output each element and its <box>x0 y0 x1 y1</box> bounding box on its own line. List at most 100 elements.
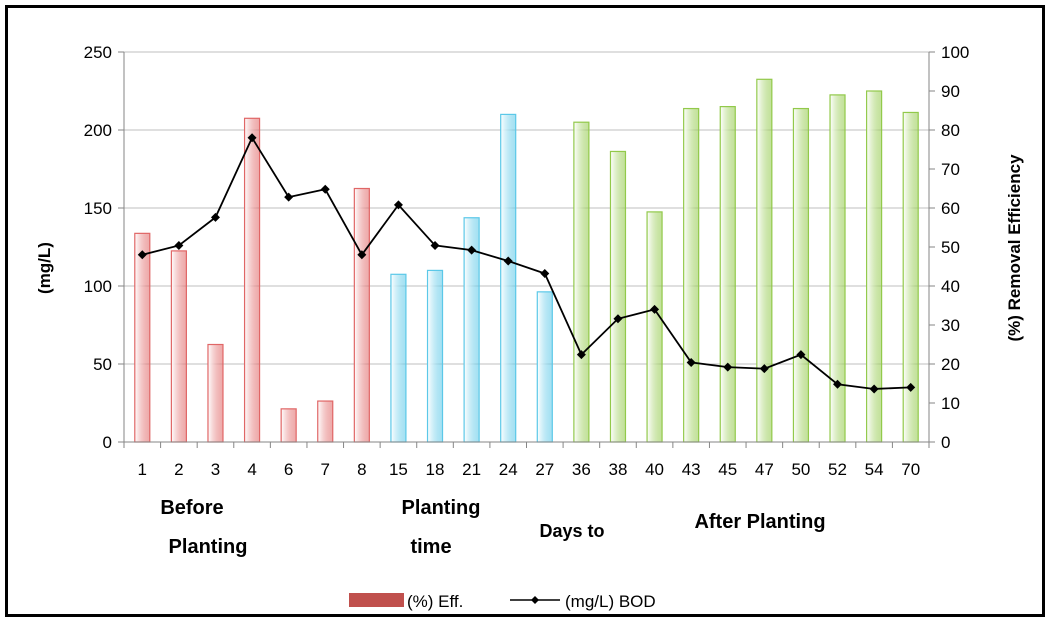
left-axis-ticks: 0 50 100 150 200 250 <box>84 43 124 452</box>
bod-point-70 <box>906 382 916 392</box>
x-tick-label: 54 <box>865 460 884 479</box>
x-tick-label: 52 <box>828 460 847 479</box>
group-label-before-2: Planting <box>169 536 248 558</box>
bod-point-24 <box>503 256 513 266</box>
bod-line-path <box>142 135 911 390</box>
bar-8 <box>353 187 370 443</box>
bar-7 <box>317 400 334 443</box>
right-tick-label: 10 <box>941 394 960 413</box>
x-tick-label: 7 <box>321 460 330 479</box>
bod-point-45 <box>723 362 733 372</box>
bar-38 <box>609 150 627 443</box>
right-tick-label: 30 <box>941 316 960 335</box>
bod-point-52 <box>833 379 843 389</box>
bar-45 <box>719 105 736 443</box>
bar-40 <box>646 211 663 443</box>
x-tick-label: 6 <box>284 460 293 479</box>
bar-27 <box>536 291 553 443</box>
left-tick-label: 100 <box>84 277 112 296</box>
legend: (%) Eff. (mg/L) BOD <box>349 592 656 611</box>
bod-point-3 <box>210 212 220 222</box>
bod-point-40 <box>650 304 660 314</box>
bod-point-43 <box>686 357 696 367</box>
right-tick-label: 70 <box>941 160 960 179</box>
bar-50 <box>792 107 810 443</box>
group-label-after: After Planting <box>694 511 825 533</box>
bod-point-2 <box>174 240 184 250</box>
bar-47 <box>756 78 773 443</box>
group-label-planting-2: time <box>410 536 451 558</box>
bod-point-4 <box>247 133 257 143</box>
x-tick-label: 70 <box>901 460 920 479</box>
left-tick-label: 200 <box>84 121 112 140</box>
bar-3 <box>207 343 224 443</box>
left-tick-label: 150 <box>84 199 112 218</box>
x-tick-label: 2 <box>174 460 183 479</box>
bod-point-7 <box>320 184 330 194</box>
group-label-planting-1: Planting <box>402 497 481 519</box>
right-tick-label: 60 <box>941 199 960 218</box>
bar-2 <box>170 250 187 443</box>
bod-point-50 <box>796 350 806 360</box>
x-tick-label: 4 <box>247 460 256 479</box>
bar-70 <box>902 111 919 443</box>
bod-point-15 <box>393 200 403 210</box>
x-tick-label: 36 <box>572 460 591 479</box>
bod-line-series <box>137 133 916 394</box>
bod-point-36 <box>576 350 586 360</box>
left-axis-title: (mg/L) <box>35 242 54 294</box>
left-tick-label: 0 <box>103 433 112 452</box>
legend-line-marker <box>531 596 539 604</box>
bar-52 <box>829 94 846 443</box>
bod-point-8 <box>357 250 367 260</box>
efficiency-bars <box>134 78 919 443</box>
legend-bar-swatch <box>349 593 404 607</box>
right-tick-label: 40 <box>941 277 960 296</box>
x-tick-label: 45 <box>718 460 737 479</box>
left-tick-label: 50 <box>93 355 112 374</box>
bod-point-27 <box>540 269 550 279</box>
bod-point-47 <box>759 364 769 374</box>
x-tick-label: 8 <box>357 460 366 479</box>
x-tick-label: 18 <box>426 460 445 479</box>
x-tick-label: 38 <box>609 460 628 479</box>
bod-point-21 <box>467 245 477 255</box>
right-axis-ticks: 0 10 20 30 40 50 60 70 80 90 100 <box>929 43 969 452</box>
bar-24 <box>500 113 517 443</box>
x-tick-label: 21 <box>462 460 481 479</box>
right-tick-label: 0 <box>941 433 950 452</box>
right-tick-label: 80 <box>941 121 960 140</box>
x-tick-label: 50 <box>791 460 810 479</box>
x-tick-label: 40 <box>645 460 664 479</box>
x-tick-label: 27 <box>535 460 554 479</box>
bar-36 <box>573 121 590 443</box>
x-tick-label: 43 <box>682 460 701 479</box>
bar-4 <box>243 117 261 443</box>
x-tick-label: 15 <box>389 460 408 479</box>
bod-point-6 <box>284 192 294 202</box>
legend-bar-label: (%) Eff. <box>407 592 463 611</box>
bar-43 <box>683 107 700 443</box>
group-label-days-to: Days to <box>539 521 604 541</box>
x-axis-ticks: 1 2 3 4 6 7 8 15 18 21 24 27 36 38 40 43 45 47 50 52 54 70 <box>123 442 930 479</box>
group-label-before-1: Before <box>160 497 223 519</box>
right-tick-label: 100 <box>941 43 969 62</box>
bar-6 <box>280 408 297 443</box>
bod-point-18 <box>430 240 440 250</box>
bod-point-1 <box>137 250 147 260</box>
right-axis-title: (%) Removal Efficiency <box>1005 154 1024 342</box>
x-tick-label: 3 <box>211 460 220 479</box>
right-tick-label: 20 <box>941 355 960 374</box>
left-tick-label: 250 <box>84 43 112 62</box>
bar-15 <box>390 273 407 443</box>
bod-point-38 <box>613 314 623 324</box>
bar-1 <box>134 232 151 443</box>
x-tick-label: 47 <box>755 460 774 479</box>
right-tick-label: 90 <box>941 82 960 101</box>
legend-line-label: (mg/L) BOD <box>565 592 656 611</box>
bod-point-54 <box>869 384 879 394</box>
x-tick-label: 24 <box>499 460 518 479</box>
right-tick-label: 50 <box>941 238 960 257</box>
x-tick-label: 1 <box>138 460 147 479</box>
